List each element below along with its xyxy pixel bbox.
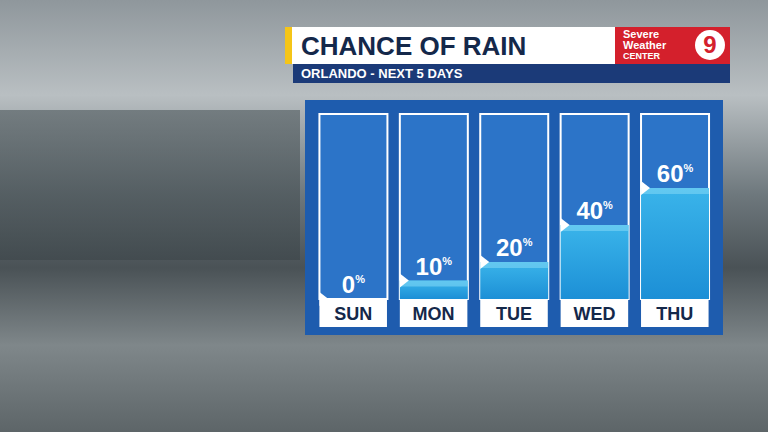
svg-text:SUN: SUN xyxy=(334,304,372,324)
html-text:ORLANDO - NEXT 5 DAYS: ORLANDO - NEXT 5 DAYS xyxy=(301,66,463,81)
html-text:Severe: Severe xyxy=(623,28,660,40)
svg-text:WED: WED xyxy=(573,304,615,324)
svg-text:TUE: TUE xyxy=(496,304,532,324)
svg-text:THU: THU xyxy=(656,304,693,324)
svg-text:10%: 10% xyxy=(416,253,453,280)
html-text:CENTER: CENTER xyxy=(623,51,660,61)
svg-text:60%: 60% xyxy=(657,160,694,187)
html-text:Weather: Weather xyxy=(623,39,667,51)
html-text:CHANCE OF RAIN: CHANCE OF RAIN xyxy=(301,31,527,61)
svg-text:0%: 0% xyxy=(342,271,365,298)
html-text:9: 9 xyxy=(703,31,717,58)
svg-text:20%: 20% xyxy=(496,234,533,261)
svg-text:MON: MON xyxy=(413,304,455,324)
svg-text:40%: 40% xyxy=(576,197,613,224)
